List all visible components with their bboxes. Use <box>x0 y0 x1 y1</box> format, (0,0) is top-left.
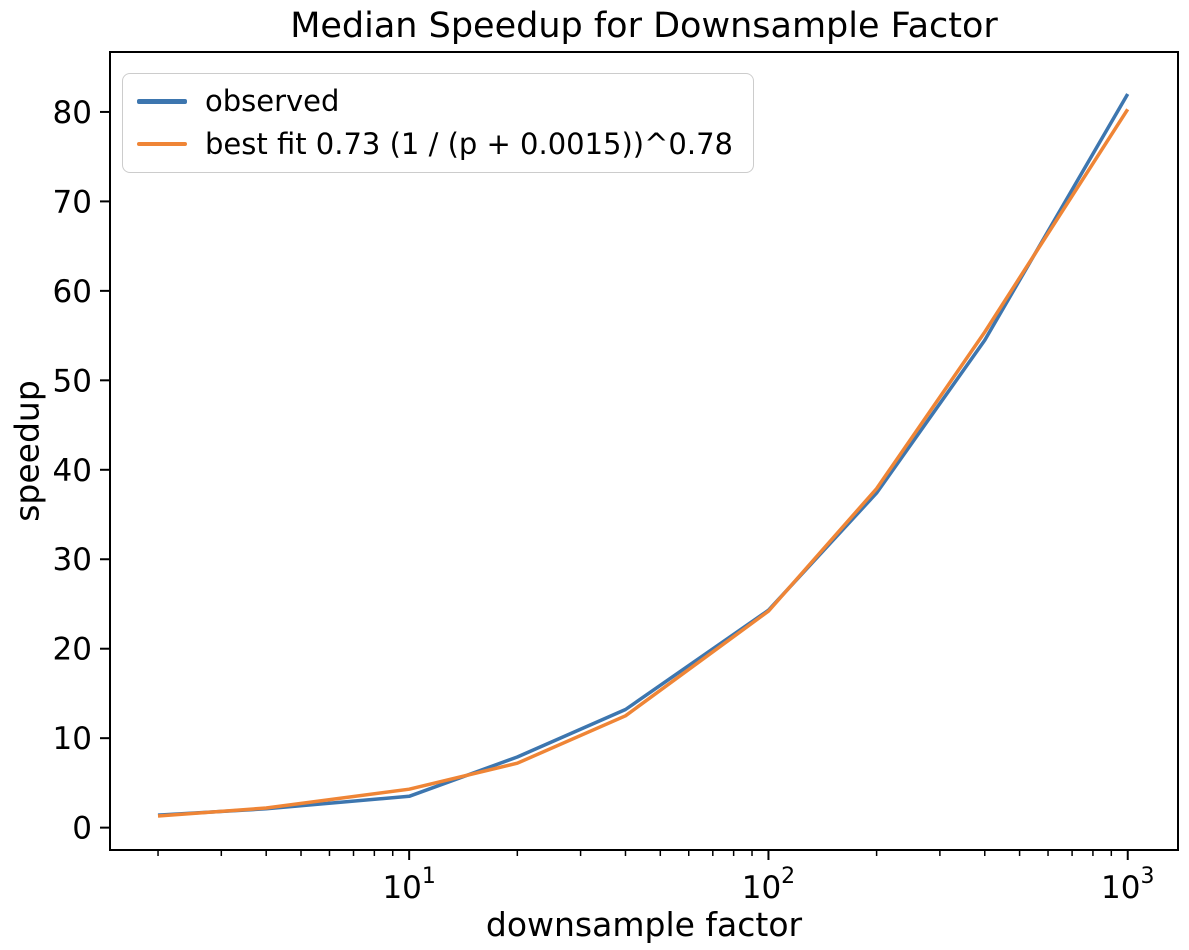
x-tick-label: 103 <box>1101 864 1154 906</box>
x-axis-label: downsample factor <box>485 905 803 944</box>
series-line-observed <box>157 93 1130 817</box>
y-tick-label: 10 <box>53 721 92 757</box>
plot-area <box>109 51 1179 851</box>
series-line-best-fit <box>157 108 1130 818</box>
y-axis-label: speedup <box>7 380 47 522</box>
y-tick-label: 0 <box>72 811 92 847</box>
y-tick-label: 40 <box>53 453 92 489</box>
chart-title: Median Speedup for Downsample Factor <box>290 6 998 46</box>
y-tick-label: 20 <box>53 632 92 668</box>
legend: observed best fit 0.73 (1 / (p + 0.0015)… <box>122 73 754 173</box>
legend-item-best-fit: best fit 0.73 (1 / (p + 0.0015))^0.78 <box>137 127 733 162</box>
legend-item-observed: observed <box>137 84 733 119</box>
legend-label-observed: observed <box>205 84 340 118</box>
x-tick-label: 102 <box>742 864 795 906</box>
y-tick-label: 30 <box>53 542 92 578</box>
legend-line-sample-observed <box>137 99 187 104</box>
y-tick-label: 80 <box>53 95 92 131</box>
legend-label-best-fit: best fit 0.73 (1 / (p + 0.0015))^0.78 <box>205 126 733 161</box>
legend-line-sample-best-fit <box>137 141 187 147</box>
x-tick-label: 101 <box>382 864 435 906</box>
y-tick-label: 70 <box>53 184 92 220</box>
y-tick-label: 60 <box>53 274 92 310</box>
y-tick-label: 50 <box>53 363 92 399</box>
